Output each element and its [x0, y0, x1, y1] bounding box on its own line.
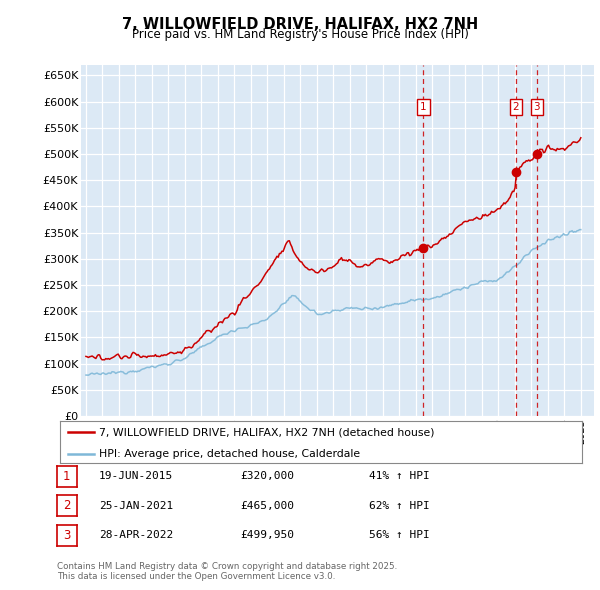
Text: Price paid vs. HM Land Registry's House Price Index (HPI): Price paid vs. HM Land Registry's House … — [131, 28, 469, 41]
Text: 2: 2 — [63, 499, 71, 512]
Text: 25-JAN-2021: 25-JAN-2021 — [99, 501, 173, 510]
Text: 3: 3 — [63, 529, 71, 542]
Text: HPI: Average price, detached house, Calderdale: HPI: Average price, detached house, Cald… — [99, 449, 360, 459]
Text: 3: 3 — [533, 102, 540, 112]
Text: £465,000: £465,000 — [240, 501, 294, 510]
Text: 7, WILLOWFIELD DRIVE, HALIFAX, HX2 7NH (detached house): 7, WILLOWFIELD DRIVE, HALIFAX, HX2 7NH (… — [99, 427, 434, 437]
Text: £499,950: £499,950 — [240, 530, 294, 540]
Text: 28-APR-2022: 28-APR-2022 — [99, 530, 173, 540]
Text: 2: 2 — [512, 102, 519, 112]
Text: 62% ↑ HPI: 62% ↑ HPI — [369, 501, 430, 510]
Text: Contains HM Land Registry data © Crown copyright and database right 2025.
This d: Contains HM Land Registry data © Crown c… — [57, 562, 397, 581]
Text: 1: 1 — [63, 470, 71, 483]
Text: 1: 1 — [420, 102, 427, 112]
Text: 41% ↑ HPI: 41% ↑ HPI — [369, 471, 430, 481]
Text: 56% ↑ HPI: 56% ↑ HPI — [369, 530, 430, 540]
Text: 7, WILLOWFIELD DRIVE, HALIFAX, HX2 7NH: 7, WILLOWFIELD DRIVE, HALIFAX, HX2 7NH — [122, 17, 478, 31]
Text: £320,000: £320,000 — [240, 471, 294, 481]
Text: 19-JUN-2015: 19-JUN-2015 — [99, 471, 173, 481]
